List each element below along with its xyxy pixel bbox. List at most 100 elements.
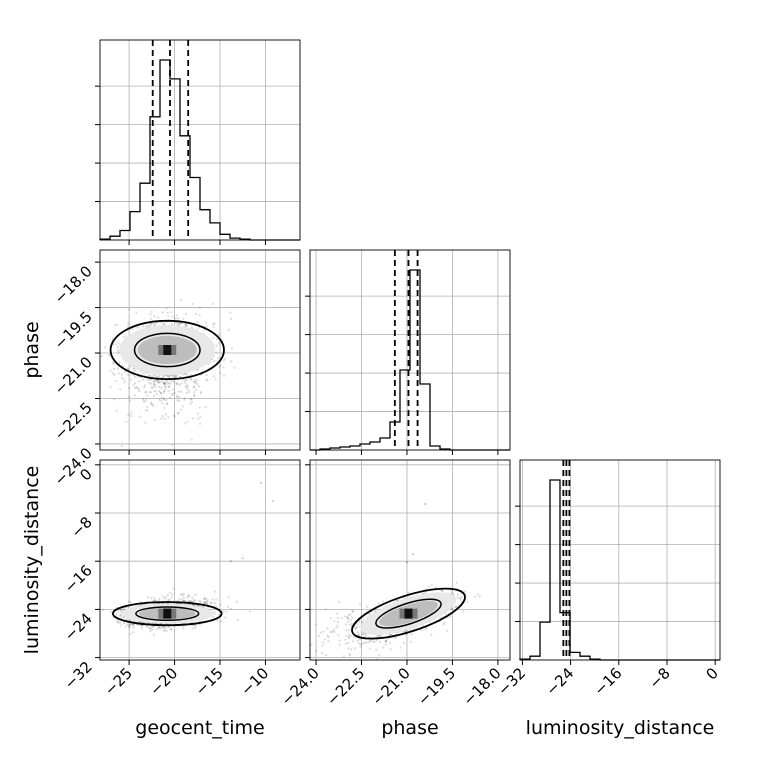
- scatter-point: [132, 626, 135, 629]
- scatter-point: [159, 627, 162, 630]
- scatter-point: [158, 398, 161, 401]
- scatter-point: [456, 593, 459, 596]
- scatter-point: [176, 322, 179, 325]
- scatter-point: [402, 597, 405, 600]
- scatter-point: [164, 413, 167, 416]
- scatter-point: [146, 406, 149, 409]
- scatter-point: [146, 596, 149, 599]
- scatter-point: [376, 634, 379, 638]
- scatter-point: [186, 385, 189, 388]
- scatter-point: [117, 372, 120, 375]
- scatter-point: [167, 598, 170, 602]
- scatter-point: [332, 628, 335, 632]
- scatter-point: [153, 597, 156, 600]
- scatter-point: [205, 325, 208, 328]
- scatter-point: [162, 374, 165, 377]
- scatter-point: [158, 380, 161, 383]
- scatter-point: [141, 325, 145, 328]
- scatter-point: [119, 614, 123, 617]
- scatter-point: [193, 599, 196, 602]
- scatter-point: [354, 627, 357, 631]
- scatter-point: [424, 628, 427, 631]
- scatter-point: [109, 369, 112, 372]
- scatter-point: [222, 610, 225, 613]
- scatter-point: [165, 629, 168, 633]
- scatter-point: [150, 626, 153, 629]
- scatter-point: [112, 361, 115, 364]
- scatter-point: [181, 405, 184, 408]
- scatter-point: [162, 322, 165, 325]
- scatter-point: [156, 381, 159, 384]
- scatter-point: [150, 597, 153, 600]
- scatter-point: [171, 593, 174, 596]
- scatter-point: [160, 399, 163, 402]
- scatter-point: [188, 600, 191, 603]
- scatter-point: [191, 596, 194, 599]
- scatter-point: [205, 378, 208, 381]
- scatter-point: [133, 375, 137, 379]
- scatter-point: [347, 613, 351, 617]
- scatter-point: [131, 328, 134, 331]
- scatter-point: [203, 601, 206, 605]
- scatter-point: [338, 643, 341, 646]
- scatter-point: [203, 602, 206, 605]
- scatter-point: [112, 362, 115, 365]
- scatter-point: [165, 399, 168, 402]
- scatter-point: [373, 609, 376, 612]
- scatter-point: [182, 599, 185, 602]
- scatter-point: [235, 600, 238, 603]
- scatter-point: [191, 627, 194, 630]
- scatter-point: [117, 351, 120, 354]
- scatter-point: [224, 616, 227, 619]
- scatter-point: [222, 359, 225, 362]
- scatter-point: [170, 628, 173, 631]
- scatter-point: [395, 636, 398, 640]
- scatter-point: [209, 601, 212, 604]
- scatter-point: [450, 592, 453, 595]
- x-tick-label: 0: [703, 664, 722, 683]
- scatter-point: [128, 626, 131, 629]
- scatter-point: [176, 383, 179, 386]
- scatter-point: [358, 625, 361, 628]
- scatter-point: [248, 610, 251, 613]
- scatter-point: [327, 639, 330, 642]
- scatter-point: [149, 375, 152, 378]
- scatter-point: [184, 385, 187, 388]
- scatter-point: [144, 409, 147, 412]
- scatter-point: [120, 609, 123, 612]
- scatter-point: [241, 557, 244, 560]
- scatter-point: [172, 414, 176, 417]
- scatter-point: [453, 605, 456, 609]
- panel-frame: [99, 459, 301, 661]
- scatter-point: [115, 323, 118, 326]
- scatter-point: [190, 438, 193, 441]
- density-peak: [404, 608, 413, 619]
- scatter-point: [348, 635, 351, 638]
- scatter-point: [132, 623, 135, 626]
- scatter-point: [170, 311, 173, 314]
- scatter-point: [217, 333, 220, 337]
- contour-level-1: [112, 601, 223, 627]
- scatter-point: [189, 398, 192, 401]
- histogram-luminosity_distance: [519, 479, 720, 661]
- scatter-point: [443, 621, 446, 624]
- x-tick-label: −20: [146, 664, 181, 699]
- scatter-point: [163, 382, 166, 385]
- scatter-point: [150, 322, 153, 325]
- scatter-point: [158, 385, 161, 388]
- scatter-point: [154, 390, 157, 393]
- scatter-point: [152, 380, 155, 383]
- scatter-point: [163, 398, 166, 401]
- scatter-point: [365, 641, 368, 644]
- y-axis-label-luminosity-distance: luminosity_distance: [21, 466, 43, 655]
- scatter-point: [148, 626, 152, 630]
- scatter-point: [179, 390, 182, 393]
- scatter-point: [409, 628, 412, 632]
- scatter-point: [333, 620, 336, 623]
- scatter-point: [179, 408, 182, 411]
- scatter-point: [216, 619, 219, 622]
- scatter-point: [393, 636, 396, 639]
- scatter-point: [166, 311, 169, 314]
- scatter-point: [187, 391, 190, 394]
- scatter-point: [378, 654, 381, 657]
